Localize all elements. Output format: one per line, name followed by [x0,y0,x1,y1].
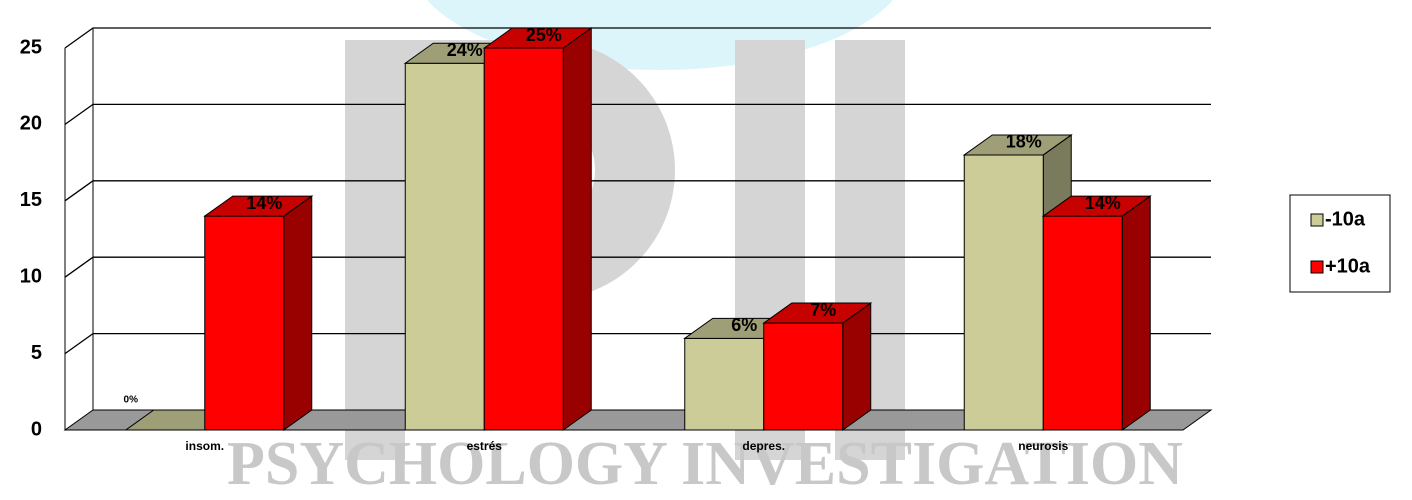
grid-line [64,180,1211,202]
bar-side [1121,195,1151,431]
value-label: 14% [1085,193,1121,213]
grid-line [64,256,1211,278]
bar-top [1041,195,1152,217]
value-label: 6% [731,315,757,335]
x-tick-label: depres. [742,439,785,453]
bar-side [562,27,592,431]
bar [203,195,314,431]
legend-swatch [1310,213,1324,227]
y-tick-label: 20 [20,113,42,135]
bar [762,302,873,431]
plot: 0 5 10 15 20 25 insom. 0% 14% estrés 24% 25% depres.… [20,25,1391,453]
y-tick-label: 5 [31,342,42,364]
value-label: 7% [810,300,836,320]
y-tick-label: 10 [20,265,42,287]
bar-top [962,134,1073,156]
legend-box [1289,194,1391,293]
grid-line [64,27,1211,49]
bar-front [963,154,1044,431]
bar-top [762,302,873,324]
bar-side [842,302,872,431]
watermark-text: PSYCHOLOGY INVESTIGATION [227,430,1183,495]
y-tick-label: 0 [31,418,42,440]
value-label: 14% [246,193,282,213]
bar-front [483,47,564,431]
y-tick-label: 15 [20,189,42,211]
bar [482,27,593,431]
value-label: 24% [447,40,483,60]
x-tick-label: estrés [467,439,503,453]
bar [1041,195,1152,431]
x-tick-label: insom. [185,439,224,453]
bar-front [1042,215,1123,431]
x-tick-label: neurosis [1018,439,1068,453]
value-label: 18% [1006,132,1042,152]
value-label: 25% [526,25,562,45]
legend-label: +10a [1325,255,1371,277]
value-label: 0% [124,395,139,406]
bar-top [203,195,314,217]
legend-label: -10a [1325,208,1366,230]
bar-front [204,215,285,431]
grid-line [64,103,1211,125]
legend-swatch [1310,260,1324,274]
bar-front [763,322,844,431]
y-tick-label: 25 [20,36,42,58]
bar-top [482,27,593,49]
bar-front [404,62,485,431]
bar-side [283,195,313,431]
bar-front [684,337,765,431]
